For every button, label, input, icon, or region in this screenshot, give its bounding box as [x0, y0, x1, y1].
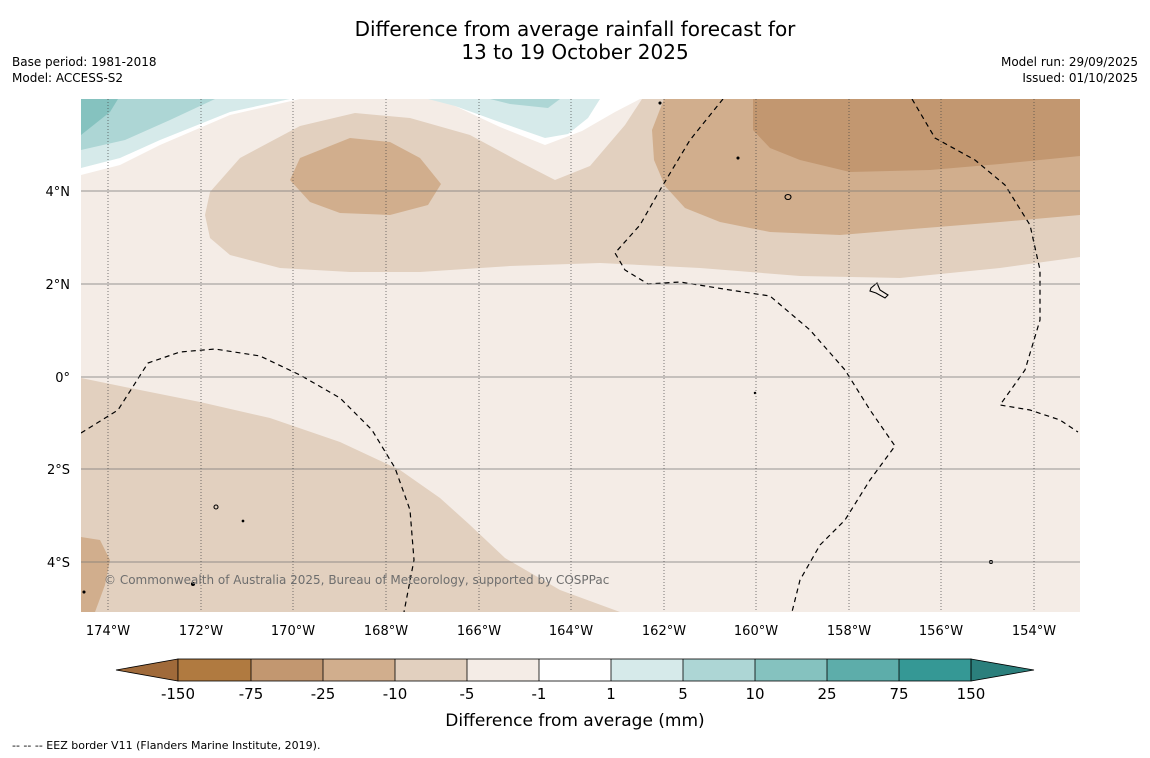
colorbar-tick: 75: [889, 685, 908, 703]
band-10-25: [81, 99, 118, 135]
colorbar-tick: -75: [239, 685, 264, 703]
lat-label-4n: 4°N: [46, 185, 71, 200]
lon-label: 154°W: [1012, 624, 1056, 639]
island: [241, 519, 245, 523]
lon-label: 172°W: [179, 624, 223, 639]
colorbar-segment: [323, 659, 395, 681]
colorbar: -150 -75 -25 -10 -5 -1 1 5 10 25 75 150 …: [115, 658, 1035, 731]
band-neg25-neg10-west: [290, 138, 441, 215]
colorbar-segment: [827, 659, 899, 681]
colorbar-low-extension: [115, 658, 179, 682]
colorbar-segment: [178, 659, 251, 681]
latitude-gridlines: [81, 190, 1080, 563]
island: [784, 193, 792, 201]
island: [82, 590, 86, 594]
band-neg25-neg10-south: [81, 537, 110, 612]
colorbar-segment: [683, 659, 755, 681]
colorbar-high-extension: [970, 658, 1035, 682]
lat-label-equator: 0°: [55, 371, 70, 386]
colorbar-tick: 5: [678, 685, 688, 703]
copyright-notice: © Commonwealth of Australia 2025, Bureau…: [104, 573, 609, 587]
island: [213, 504, 219, 510]
map-title-line-1: Difference from average rainfall forecas…: [354, 17, 796, 41]
colorbar-segment: [467, 659, 539, 681]
map-title: Difference from average rainfall forecas…: [0, 18, 1150, 64]
lon-label: 166°W: [457, 624, 501, 639]
lon-label: 162°W: [642, 624, 686, 639]
colorbar-tick: -25: [311, 685, 336, 703]
eez-legend-note: -- -- -- EEZ border V11 (Flanders Marine…: [12, 739, 321, 752]
band-neg75-neg25: [753, 99, 1080, 172]
colorbar-segment: [899, 659, 971, 681]
colorbar-segment: [251, 659, 323, 681]
colorbar-title: Difference from average (mm): [445, 711, 704, 731]
lon-label: 174°W: [86, 624, 130, 639]
longitude-labels: 174°W 172°W 170°W 168°W 166°W 164°W 162°…: [86, 624, 1056, 639]
colorbar-tick: -10: [383, 685, 408, 703]
lon-label: 164°W: [549, 624, 593, 639]
model-run: Model run: 29/09/2025: [1000, 55, 1138, 69]
meta-right: Model run: 29/09/2025 Issued: 01/10/2025: [1001, 54, 1138, 86]
colorbar-tick: 25: [817, 685, 836, 703]
lon-label: 168°W: [364, 624, 408, 639]
latitude-labels: 4°N 2°N 0° 2°S 4°S: [46, 185, 71, 571]
band-1-5: [81, 99, 600, 168]
lon-label: 158°W: [827, 624, 871, 639]
colorbar-tick: -5: [460, 685, 475, 703]
base-period: Base period: 1981-2018: [12, 55, 157, 69]
island: [190, 581, 196, 587]
island: [658, 101, 662, 105]
colorbar-segment: [539, 659, 611, 681]
colorbar-tick: -150: [161, 685, 195, 703]
colorbar-tick: 10: [745, 685, 764, 703]
colorbar-segment: [611, 659, 683, 681]
colorbar-segment: [755, 659, 827, 681]
rainfall-map: © Commonwealth of Australia 2025, Bureau…: [81, 99, 1080, 612]
meta-left: Base period: 1981-2018 Model: ACCESS-S2: [12, 54, 157, 86]
island: [753, 391, 757, 395]
colorbar-tick-labels: -150 -75 -25 -10 -5 -1 1 5 10 25 75 150: [161, 685, 985, 703]
colorbar-tick: 150: [957, 685, 986, 703]
colorbar-segment: [395, 659, 467, 681]
colorbar-tick: -1: [532, 685, 547, 703]
lat-label-2n: 2°N: [46, 278, 71, 293]
lat-label-2s: 2°S: [47, 463, 70, 478]
issued-date: Issued: 01/10/2025: [1022, 71, 1138, 85]
lon-label: 170°W: [271, 624, 315, 639]
model-name: Model: ACCESS-S2: [12, 71, 124, 85]
lon-label: 160°W: [734, 624, 778, 639]
band-neg10-neg5-south: [81, 378, 620, 612]
lat-label-4s: 4°S: [47, 556, 70, 571]
colorbar-tick: 1: [606, 685, 616, 703]
island: [736, 156, 740, 160]
eez-borders: [81, 99, 1079, 612]
band-5-10: [81, 99, 560, 150]
map-title-line-2: 13 to 19 October 2025: [461, 40, 689, 64]
lon-label: 156°W: [919, 624, 963, 639]
